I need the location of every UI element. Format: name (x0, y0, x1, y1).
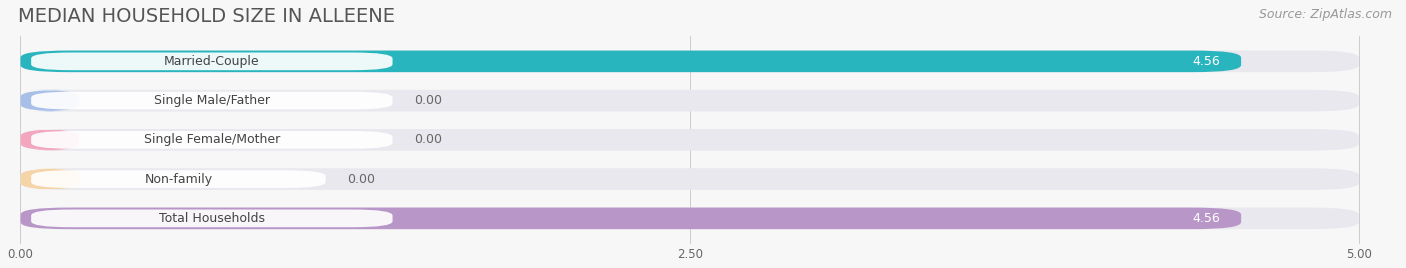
FancyBboxPatch shape (31, 53, 392, 70)
FancyBboxPatch shape (21, 129, 79, 151)
Text: Married-Couple: Married-Couple (165, 55, 260, 68)
FancyBboxPatch shape (21, 208, 1360, 229)
Text: 4.56: 4.56 (1192, 212, 1219, 225)
FancyBboxPatch shape (21, 208, 1241, 229)
FancyBboxPatch shape (31, 92, 392, 109)
Text: 0.00: 0.00 (413, 94, 441, 107)
FancyBboxPatch shape (21, 90, 1360, 111)
FancyBboxPatch shape (21, 51, 1360, 72)
FancyBboxPatch shape (21, 51, 1241, 72)
FancyBboxPatch shape (21, 168, 79, 190)
Text: Single Female/Mother: Single Female/Mother (143, 133, 280, 146)
FancyBboxPatch shape (31, 170, 326, 188)
Text: Single Male/Father: Single Male/Father (153, 94, 270, 107)
Text: 0.00: 0.00 (413, 133, 441, 146)
FancyBboxPatch shape (31, 131, 392, 149)
FancyBboxPatch shape (21, 168, 1360, 190)
Text: 4.56: 4.56 (1192, 55, 1219, 68)
FancyBboxPatch shape (31, 210, 392, 227)
Text: Total Households: Total Households (159, 212, 264, 225)
Text: MEDIAN HOUSEHOLD SIZE IN ALLEENE: MEDIAN HOUSEHOLD SIZE IN ALLEENE (18, 7, 395, 26)
Text: 0.00: 0.00 (347, 173, 375, 186)
FancyBboxPatch shape (21, 90, 79, 111)
FancyBboxPatch shape (21, 129, 1360, 151)
Text: Non-family: Non-family (145, 173, 212, 186)
Text: Source: ZipAtlas.com: Source: ZipAtlas.com (1258, 8, 1392, 21)
